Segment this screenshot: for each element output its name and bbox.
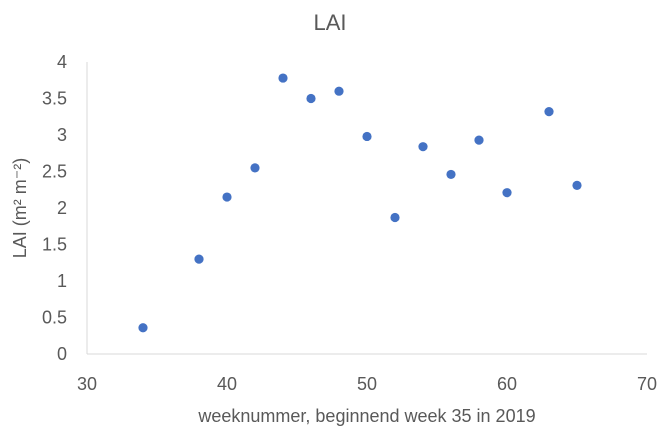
data-point xyxy=(278,73,288,83)
data-point xyxy=(544,107,554,117)
x-tick-label: 40 xyxy=(217,374,237,394)
data-point xyxy=(362,131,372,142)
y-tick-label: 4 xyxy=(57,52,67,72)
y-tick-label: 3.5 xyxy=(42,89,67,109)
x-tick-label: 70 xyxy=(637,374,657,394)
data-point xyxy=(572,180,582,190)
y-tick-label: 1 xyxy=(57,271,67,291)
data-point xyxy=(194,254,204,264)
y-tick-label: 2 xyxy=(57,198,67,218)
data-point xyxy=(222,192,232,202)
data-point xyxy=(390,212,400,223)
data-point xyxy=(138,323,148,333)
x-tick-labels: 30 40 50 60 70 xyxy=(77,374,657,394)
x-tick-label: 30 xyxy=(77,374,97,394)
y-axis-label: LAI (m² m⁻²) xyxy=(10,158,30,259)
y-tick-label: 1.5 xyxy=(42,235,67,255)
x-tick-label: 60 xyxy=(497,374,517,394)
data-points xyxy=(138,73,582,333)
y-tick-label: 0.5 xyxy=(42,308,67,328)
y-tick-labels: 0 0.5 1 1.5 2 2.5 3 3.5 4 xyxy=(42,52,67,364)
y-tick-label: 3 xyxy=(57,125,67,145)
x-tick-label: 50 xyxy=(357,374,377,394)
chart-title: LAI xyxy=(313,10,346,35)
data-point xyxy=(502,188,512,198)
data-point xyxy=(418,142,428,152)
data-point xyxy=(250,163,260,173)
data-point xyxy=(446,169,456,180)
y-tick-label: 2.5 xyxy=(42,162,67,182)
data-point xyxy=(474,135,484,145)
x-axis-label: weeknummer, beginnend week 35 in 2019 xyxy=(197,406,535,426)
data-point xyxy=(306,93,316,104)
data-point xyxy=(334,86,344,96)
y-tick-label: 0 xyxy=(57,344,67,364)
